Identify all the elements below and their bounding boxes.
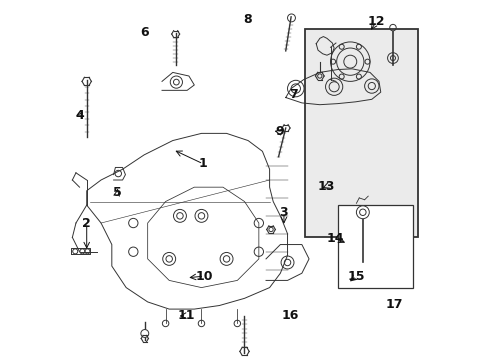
Bar [337,205,412,288]
Text: 16: 16 [281,309,299,322]
Text: 2: 2 [82,216,91,230]
Bar [305,30,418,237]
Text: 1: 1 [199,157,207,170]
Text: 3: 3 [279,206,287,219]
Circle shape [141,329,148,337]
Text: 8: 8 [243,13,251,26]
Circle shape [389,24,395,31]
Circle shape [356,206,368,219]
Text: 11: 11 [177,309,195,322]
Text: 17: 17 [385,298,402,311]
Text: 15: 15 [347,270,365,283]
Text: 10: 10 [195,270,213,283]
Bar [305,30,418,237]
Text: 5: 5 [113,186,122,199]
Text: 12: 12 [367,15,385,28]
Text: 4: 4 [76,109,84,122]
Text: 7: 7 [289,88,298,101]
Text: 13: 13 [317,180,334,193]
Text: 14: 14 [325,231,343,244]
Text: 9: 9 [275,125,284,139]
Text: 6: 6 [140,26,148,39]
